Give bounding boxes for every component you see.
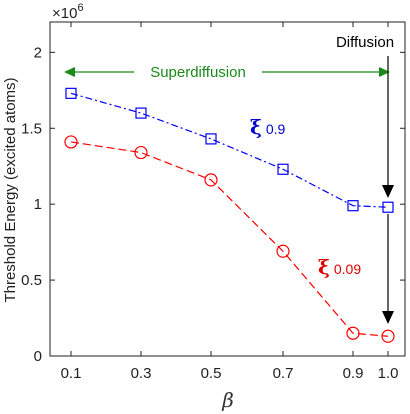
series-point-square <box>382 201 394 213</box>
diffusion-label: Diffusion <box>336 34 394 51</box>
x-tick-label: 0.1 <box>61 365 82 382</box>
series-point-square <box>347 200 359 212</box>
series-line-0 <box>70 92 389 208</box>
x-tick-label: 0.9 <box>343 365 364 382</box>
y-axis-ticks: 0 0.5 1 1.5 2 <box>21 44 405 365</box>
x-axis-label: β <box>221 388 234 412</box>
series-point-circle <box>381 329 395 343</box>
series-point-square <box>205 133 217 145</box>
x-axis-ticks: 0.1 0.3 0.5 0.7 0.9 1.0 <box>61 22 399 382</box>
y-tick-label: 2 <box>34 44 42 61</box>
series-point-circle <box>346 326 360 340</box>
x-tick-label: 0.3 <box>131 365 152 382</box>
y-tick-label: 0.5 <box>21 272 42 289</box>
x-tick-label: 1.0 <box>378 365 399 382</box>
superdiffusion-label: Superdiffusion <box>150 64 246 81</box>
y-axis-label: Threshold Energy (excited atoms) <box>2 77 19 302</box>
y-tick-label: 0 <box>34 348 42 365</box>
y-tick-label: 1.5 <box>21 120 42 137</box>
series-point-circle <box>276 244 290 258</box>
series-point-square <box>65 87 77 99</box>
series-point-circle <box>134 145 148 160</box>
xi-blue-annotation: ξ 0.9 <box>250 115 286 139</box>
y-tick-label: 1 <box>34 196 42 213</box>
series-line-1 <box>70 141 389 337</box>
series-point-circle <box>204 173 218 187</box>
series-layer <box>64 87 395 343</box>
y-scale-multiplier: ×106 <box>52 2 84 22</box>
series-point-circle <box>64 135 78 149</box>
plot-area <box>49 21 406 357</box>
superdiffusion-arrow <box>64 67 390 77</box>
x-tick-label: 0.7 <box>273 365 294 382</box>
series-point-square <box>277 163 289 175</box>
x-tick-label: 0.5 <box>201 365 222 382</box>
diffusion-arrows <box>382 56 394 324</box>
xi-red-annotation: ξ 0.09 <box>318 255 361 279</box>
series-point-square <box>135 107 147 119</box>
